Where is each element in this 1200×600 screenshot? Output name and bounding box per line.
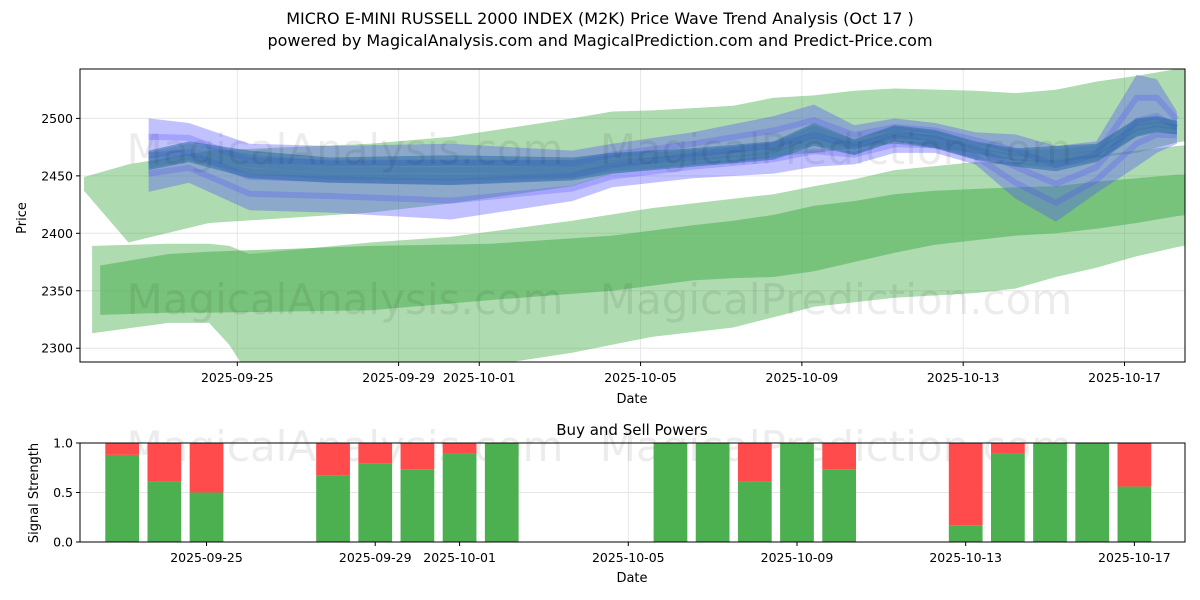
bottom-x-axis-label: Date	[616, 571, 647, 586]
bottom-watermarks: MagicalAnalysis.com MagicalPrediction.co…	[127, 422, 1073, 471]
bottom-y-axis-label: Signal Strength	[27, 443, 42, 543]
top-x-tick-label: 2025-09-29	[362, 370, 435, 385]
chart-subtitle: powered by MagicalAnalysis.com and Magic…	[267, 31, 933, 50]
buy-bar	[189, 492, 224, 542]
top-y-tick-label: 2450	[41, 168, 73, 183]
sell-bar	[990, 443, 1025, 454]
buy-bar	[400, 469, 435, 542]
top-x-tick-label: 2025-10-17	[1088, 370, 1161, 385]
sell-bar	[442, 443, 477, 454]
watermark-right-mid: MagicalPrediction.com	[600, 275, 1073, 324]
bottom-axes: 0.0 0.5 1.0 2025-09-25 2025-09-29 2025-10-01 2…	[53, 436, 1171, 566]
top-axes: 2300 2350 2400 2450 2500 2025-09-25 2025-09-29…	[41, 111, 1161, 385]
top-x-tick-label: 2025-09-25	[201, 370, 274, 385]
watermark-left-top: MagicalAnalysis.com	[127, 125, 564, 174]
bottom-y-tick-label: 0.5	[53, 485, 73, 500]
buy-bar	[358, 463, 393, 542]
top-y-tick-label: 2350	[41, 283, 73, 298]
bottom-bars	[105, 443, 1152, 542]
top-x-tick-label: 2025-10-05	[604, 370, 677, 385]
chart-title: MICRO E-MINI RUSSELL 2000 INDEX (M2K) Pr…	[286, 9, 914, 28]
wave-line	[148, 131, 1178, 207]
bottom-y-tick-label: 1.0	[53, 436, 73, 451]
bottom-x-tick-label: 2025-10-09	[761, 550, 834, 565]
sell-bar	[358, 443, 393, 464]
top-x-tick-label: 2025-10-13	[927, 370, 1000, 385]
buy-bar	[653, 443, 688, 542]
sell-bar	[737, 443, 772, 482]
buy-bar	[316, 475, 350, 542]
top-x-tick-label: 2025-10-09	[766, 370, 839, 385]
buy-bar	[948, 525, 983, 542]
wave-line	[147, 117, 1178, 167]
buy-bar	[737, 481, 772, 542]
watermark-right-top: MagicalPrediction.com	[600, 125, 1073, 174]
sell-bar	[1117, 443, 1152, 487]
sell-bar	[400, 443, 435, 470]
buy-bar	[147, 481, 182, 542]
top-y-tick-label: 2300	[41, 341, 73, 356]
wave-line	[147, 125, 1178, 181]
buy-bar	[780, 443, 814, 542]
buy-bar	[1117, 486, 1152, 542]
top-plot-frame	[79, 68, 1186, 363]
watermark-left-mid: MagicalAnalysis.com	[127, 275, 564, 324]
buy-bar	[442, 453, 477, 542]
bottom-x-tick-label: 2025-10-01	[423, 550, 496, 565]
buy-bar	[990, 453, 1025, 542]
bottom-x-tick-label: 2025-10-13	[929, 550, 1002, 565]
buy-bar	[105, 454, 140, 542]
bottom-x-tick-label: 2025-10-17	[1098, 550, 1171, 565]
sell-bar	[189, 443, 224, 493]
buy-bar	[822, 469, 857, 542]
top-x-tick-label: 2025-10-01	[443, 370, 516, 385]
buy-bar	[695, 443, 730, 542]
sell-bar	[822, 443, 857, 470]
sell-bar	[316, 443, 350, 476]
band-short-term-wave-band	[148, 74, 1177, 222]
top-x-axis-label: Date	[616, 392, 647, 407]
top-bands	[84, 69, 1185, 362]
bottom-x-tick-label: 2025-09-29	[339, 550, 412, 565]
bottom-y-tick-label: 0.0	[53, 535, 73, 550]
band-lower-trend-line	[100, 174, 1185, 315]
top-y-axis-label: Price	[15, 202, 30, 234]
buy-bar	[1075, 443, 1110, 542]
bottom-chart-title: Buy and Sell Powers	[556, 421, 708, 439]
top-y-tick-label: 2500	[41, 111, 73, 126]
sell-bar	[948, 443, 983, 526]
band-medium-term-wave-band	[148, 116, 1177, 186]
buy-bar	[484, 443, 519, 542]
wave-line	[147, 121, 1178, 174]
top-watermarks: MagicalAnalysis.com MagicalPrediction.co…	[127, 125, 1073, 324]
sell-bar	[105, 443, 140, 455]
buy-bar	[1033, 443, 1067, 542]
top-y-tick-label: 2400	[41, 226, 73, 241]
bottom-x-tick-label: 2025-10-05	[592, 550, 665, 565]
bottom-x-tick-label: 2025-09-25	[170, 550, 243, 565]
sell-bar	[147, 443, 182, 482]
